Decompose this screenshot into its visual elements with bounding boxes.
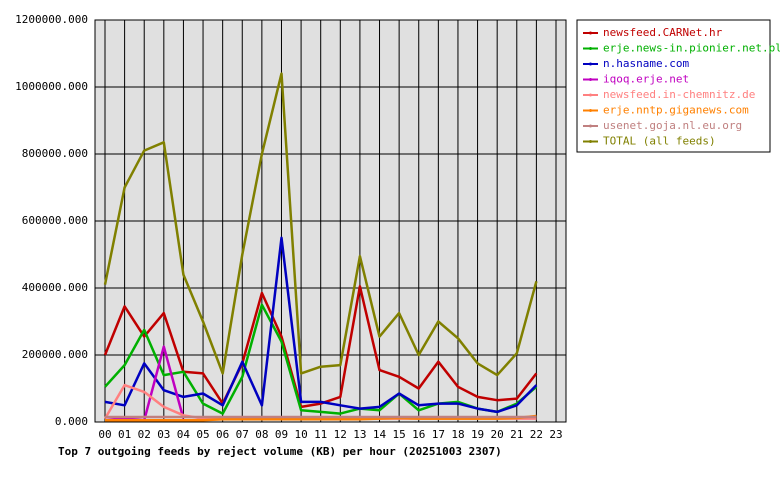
legend-dot xyxy=(589,62,592,66)
x-tick-label: 17 xyxy=(432,428,445,441)
legend-dot xyxy=(589,31,592,35)
y-tick-label: 0.000 xyxy=(55,415,88,428)
x-tick-label: 21 xyxy=(510,428,523,441)
x-tick-label: 06 xyxy=(216,428,229,441)
x-tick-label: 02 xyxy=(138,428,151,441)
x-tick-label: 12 xyxy=(334,428,347,441)
legend-label: TOTAL (all feeds) xyxy=(603,135,716,148)
legend-label: newsfeed.in-chemnitz.de xyxy=(603,88,755,101)
legend-label: usenet.goja.nl.eu.org xyxy=(603,119,742,132)
plot-border xyxy=(94,19,567,423)
x-tick-label: 13 xyxy=(353,428,366,441)
x-tick-label: 15 xyxy=(393,428,406,441)
y-tick-label: 400000.000 xyxy=(22,281,88,294)
y-tick-label: 800000.000 xyxy=(22,147,88,160)
legend-dot xyxy=(589,47,592,50)
y-tick-label: 1000000.000 xyxy=(15,80,88,93)
x-tick-label: 18 xyxy=(451,428,464,441)
legend xyxy=(576,19,771,153)
series-line xyxy=(105,414,537,422)
y-tick-label: 200000.000 xyxy=(22,348,88,361)
chart-title: Top 7 outgoing feeds by reject volume (K… xyxy=(58,445,502,458)
x-tick-label: 14 xyxy=(373,428,387,441)
x-tick-label: 05 xyxy=(196,428,209,441)
legend-label: erje.nntp.giganews.com xyxy=(603,104,749,117)
series-line xyxy=(103,285,538,409)
legend-dot xyxy=(589,140,592,143)
x-tick-label: 20 xyxy=(491,428,504,441)
x-tick-label: 03 xyxy=(157,428,170,441)
legend-dot xyxy=(589,109,592,112)
x-tick-label: 07 xyxy=(236,428,249,441)
legend-dot xyxy=(589,93,592,97)
legend-label: erje.news-in.pionier.net.pl xyxy=(603,42,780,55)
x-tick-label: 22 xyxy=(530,428,543,441)
legend-label: iqoq.erje.net xyxy=(603,73,689,86)
x-tick-label: 04 xyxy=(177,428,191,441)
x-tick-label: 00 xyxy=(98,428,111,441)
x-tick-label: 09 xyxy=(275,428,288,441)
x-tick-label: 11 xyxy=(314,428,327,441)
y-tick-label: 1200000.000 xyxy=(15,13,88,26)
x-tick-label: 10 xyxy=(294,428,307,441)
x-tick-label: 19 xyxy=(471,428,484,441)
legend-label: n.hasname.com xyxy=(603,57,689,70)
legend-label: newsfeed.CARNet.hr xyxy=(603,26,723,39)
x-tick-label: 01 xyxy=(118,428,131,441)
legend-dot xyxy=(589,78,592,81)
series-line xyxy=(103,72,538,377)
x-tick-label: 16 xyxy=(412,428,425,441)
x-tick-label: 08 xyxy=(255,428,268,441)
legend-dot xyxy=(589,124,592,128)
y-tick-label: 600000.000 xyxy=(22,214,88,227)
x-tick-label: 23 xyxy=(549,428,562,441)
